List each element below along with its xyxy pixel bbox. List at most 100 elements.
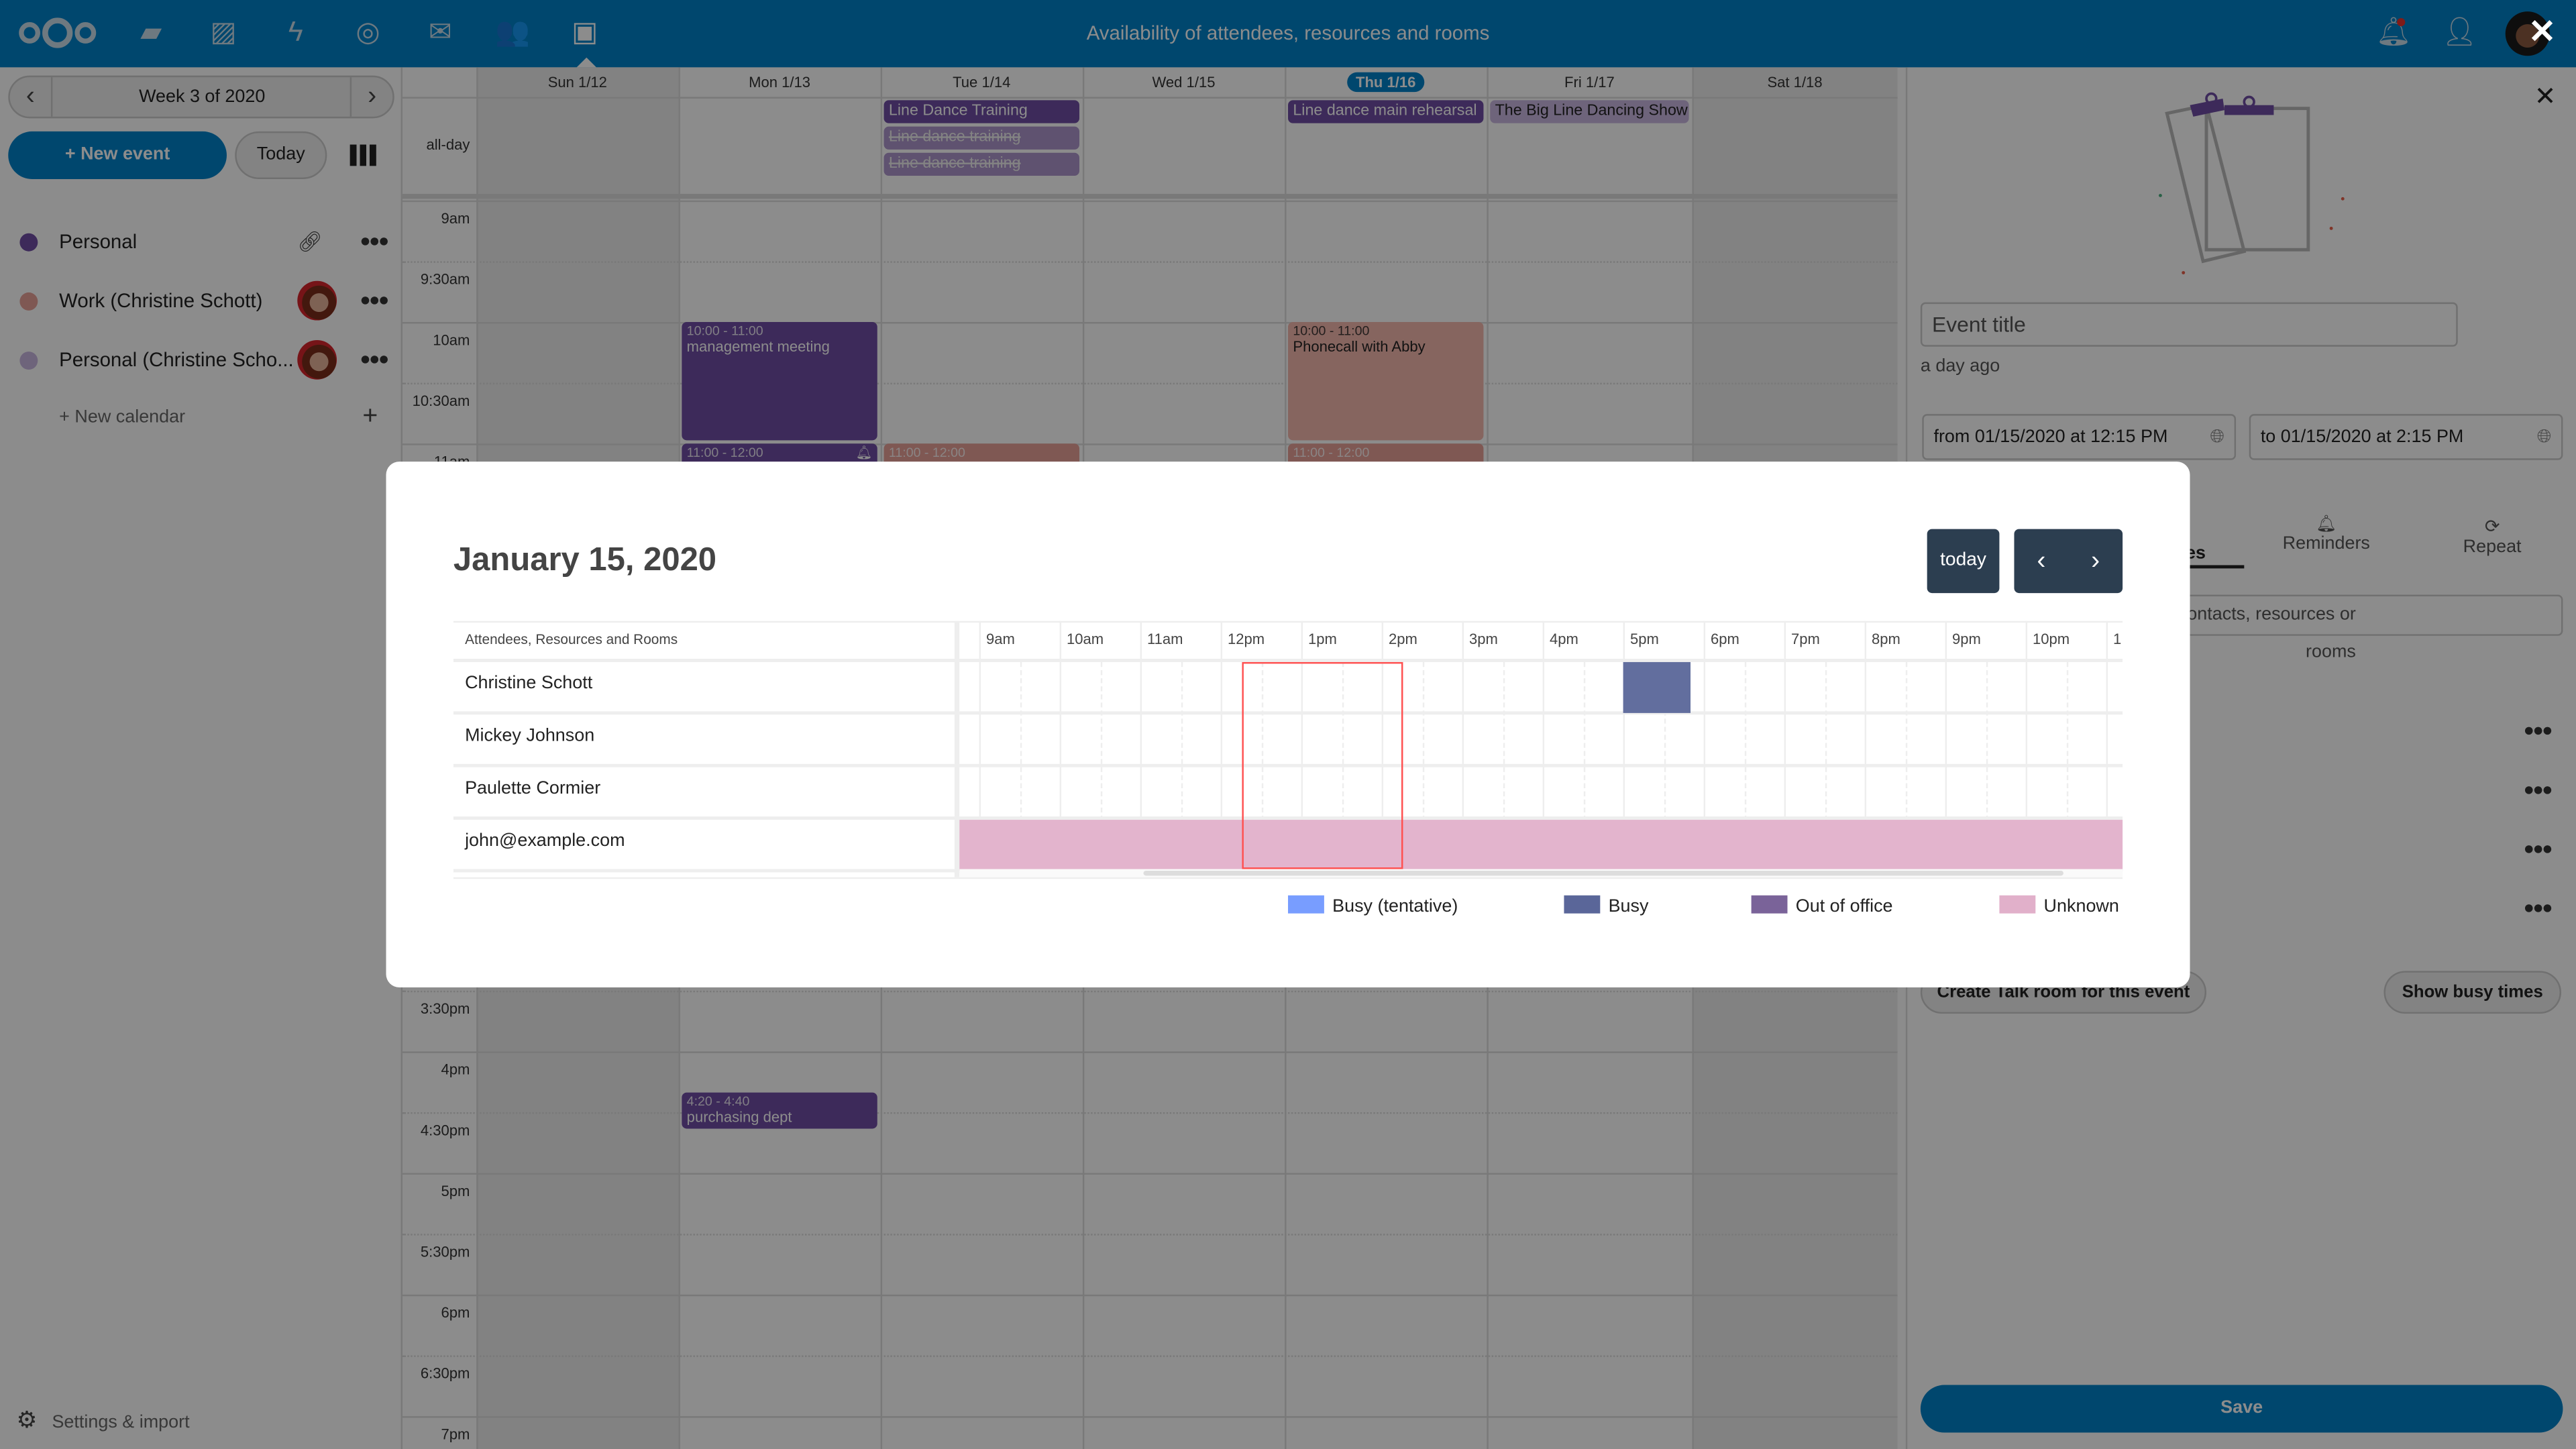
- files-icon[interactable]: ▰: [140, 16, 162, 48]
- empty-clipboard-illustration: [2158, 92, 2345, 274]
- modified-time: a day ago: [1920, 356, 2000, 376]
- row-line: [453, 711, 2123, 715]
- hour-label: 11am: [1147, 631, 1183, 647]
- attendee-actions-icon[interactable]: ●●●: [2523, 780, 2553, 800]
- notifications-bell-icon[interactable]: 🔔︎: [2375, 16, 2412, 48]
- selected-time-range[interactable]: [1241, 661, 1403, 869]
- time-slot-line: [402, 1294, 1898, 1297]
- timezone-globe-icon[interactable]: 🌐︎: [2536, 427, 2552, 447]
- time-label: 4pm: [441, 1061, 470, 1078]
- start-date-input[interactable]: from 01/15/2020 at 12:15 PM 🌐︎: [1922, 414, 2237, 460]
- mail-icon[interactable]: ✉: [428, 16, 452, 48]
- gear-icon: ⚙: [16, 1406, 38, 1433]
- calendar-color-dot[interactable]: [19, 233, 38, 252]
- half-hour-line: [1986, 661, 1988, 869]
- calendar-item[interactable]: Personal (Christine Scho... ●●●: [16, 339, 389, 380]
- hour-line: [1623, 621, 1625, 869]
- time-label: 7pm: [441, 1426, 470, 1443]
- day-header: Sun 1/12: [476, 67, 678, 97]
- row-line: [453, 763, 2123, 767]
- attendee-actions-icon[interactable]: ●●●: [2523, 898, 2553, 918]
- calendar-actions-icon[interactable]: ●●●: [360, 290, 389, 311]
- half-hour-line: [1422, 661, 1424, 869]
- day-header: Tue 1/14: [881, 67, 1083, 97]
- today-button[interactable]: Today: [235, 131, 327, 179]
- calendar-event[interactable]: 10:00 - 11:00 management meeting: [682, 322, 877, 441]
- attendee-actions-icon[interactable]: ●●●: [2523, 721, 2553, 741]
- legend-item: Out of office: [1751, 895, 1893, 917]
- nextcloud-logo-icon[interactable]: [16, 16, 98, 49]
- calendar-item[interactable]: Personal 🔗︎ ●●●: [16, 225, 389, 258]
- previous-day-button[interactable]: ‹: [2037, 547, 2046, 576]
- hour-line: [1704, 621, 1706, 869]
- legend-swatch: [1564, 895, 1601, 914]
- time-slot-line: [402, 1051, 1898, 1053]
- day-header: Fri 1/17: [1487, 67, 1692, 97]
- half-hour-line: [1664, 661, 1666, 869]
- today-button[interactable]: today: [1927, 529, 2000, 594]
- timezone-globe-icon[interactable]: 🌐︎: [2210, 427, 2224, 447]
- attendee-actions-icon[interactable]: ●●●: [2523, 839, 2553, 859]
- half-hour-line: [1503, 661, 1505, 869]
- calendar-icon[interactable]: ▣: [572, 16, 598, 48]
- calendar-color-dot[interactable]: [19, 292, 38, 311]
- hour-line: [1140, 621, 1142, 869]
- user-avatar[interactable]: [2505, 11, 2550, 56]
- previous-week-button[interactable]: ‹: [10, 77, 53, 117]
- allday-event[interactable]: Line dance main rehearsal: [1288, 100, 1484, 123]
- time-label: 9:30am: [420, 271, 470, 288]
- next-week-button[interactable]: ›: [350, 77, 393, 117]
- hour-line: [1382, 621, 1384, 869]
- next-day-button[interactable]: ›: [2091, 547, 2100, 576]
- event-time: 10:00 - 11:00: [686, 323, 763, 339]
- event-title: management meeting: [686, 338, 830, 355]
- half-hour-line: [2066, 661, 2068, 869]
- allday-event[interactable]: The Big Line Dancing Show: [1490, 100, 1689, 123]
- end-date-input[interactable]: to 01/15/2020 at 2:15 PM 🌐︎: [2249, 414, 2563, 460]
- contacts-menu-icon[interactable]: 👤︎: [2441, 16, 2477, 48]
- hour-line: [1462, 621, 1464, 869]
- calendar-actions-icon[interactable]: ●●●: [360, 231, 389, 252]
- activity-icon[interactable]: ϟ: [288, 16, 303, 48]
- allday-event[interactable]: Line dance training: [883, 126, 1079, 150]
- allday-divider: [402, 97, 1898, 99]
- header-row-line: [453, 659, 2123, 662]
- tab-reminders-label: Reminders: [2282, 533, 2370, 554]
- allday-event[interactable]: Line dance training: [883, 152, 1079, 176]
- hour-line: [979, 621, 981, 869]
- calendar-event[interactable]: 4:20 - 4:40 purchasing dept: [682, 1091, 877, 1130]
- calendar-item[interactable]: Work (Christine Schott) ●●●: [16, 280, 389, 321]
- new-event-button[interactable]: + New event: [8, 131, 227, 179]
- week-label[interactable]: Week 3 of 2020: [139, 87, 266, 107]
- talk-icon[interactable]: ◎: [356, 16, 380, 48]
- half-hour-line: [1020, 661, 1022, 869]
- legend-label: Out of office: [1795, 897, 1893, 917]
- time-slot-line: [402, 1234, 1898, 1236]
- calendar-actions-icon[interactable]: ●●●: [360, 350, 389, 370]
- event-title-input[interactable]: Event title: [1920, 302, 2458, 347]
- close-sidebar-icon[interactable]: ✕: [2534, 83, 2557, 112]
- tab-reminders[interactable]: 🔔︎ Reminders: [2244, 516, 2408, 553]
- time-label: 5pm: [441, 1183, 470, 1199]
- calendar-event[interactable]: 10:00 - 11:00 Phonecall with Abby: [1288, 322, 1484, 441]
- hour-label: 1: [2113, 631, 2122, 647]
- attendee-name: Christine Schott: [465, 674, 593, 694]
- owner-avatar: [297, 280, 337, 321]
- view-switcher-icon[interactable]: [350, 144, 376, 166]
- time-slot-line: [402, 990, 1898, 993]
- allday-event[interactable]: Line Dance Training: [883, 100, 1079, 123]
- new-calendar-button[interactable]: + New calendar +: [59, 402, 388, 433]
- photos-icon[interactable]: ▨: [210, 16, 237, 48]
- modal-title: Availability of attendees, resources and…: [1086, 21, 1490, 45]
- save-button[interactable]: Save: [1920, 1385, 2563, 1433]
- show-busy-times-button[interactable]: Show busy times: [2383, 971, 2561, 1014]
- horizontal-scrollbar[interactable]: [1143, 870, 2063, 876]
- close-modal-icon[interactable]: ✕: [2528, 15, 2557, 51]
- settings-button[interactable]: ⚙ Settings & import: [16, 1406, 189, 1434]
- contacts-icon[interactable]: 👥: [495, 16, 530, 48]
- half-hour-line: [1100, 661, 1102, 869]
- calendar-color-dot[interactable]: [19, 352, 38, 370]
- share-link-icon[interactable]: 🔗︎: [297, 229, 323, 254]
- day-header-label: Tue 1/14: [953, 74, 1011, 91]
- tab-repeat[interactable]: ⟳ Repeat: [2410, 516, 2575, 557]
